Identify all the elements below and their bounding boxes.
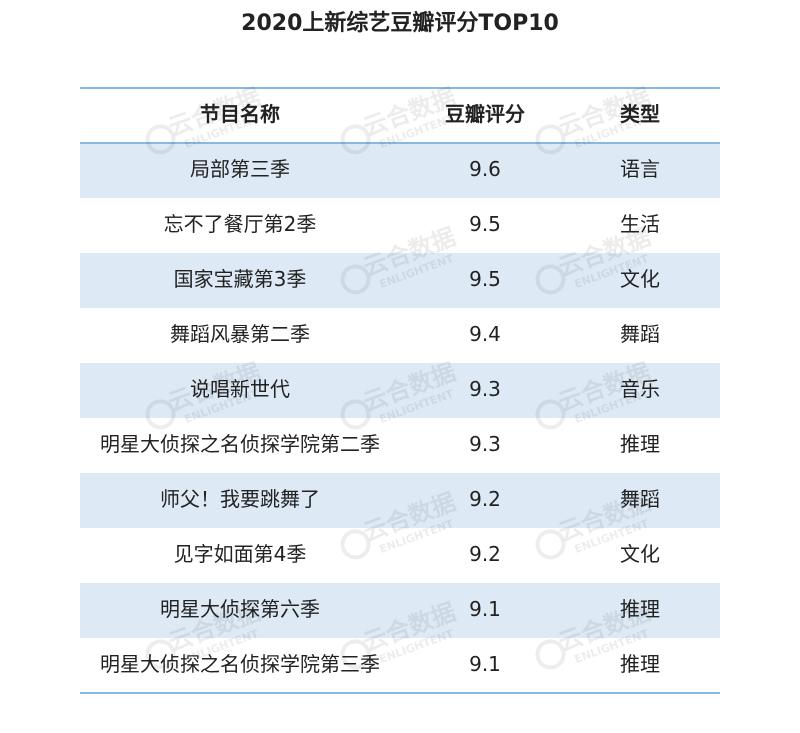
- watermark-logo: [340, 529, 371, 560]
- cell: 音乐: [620, 377, 660, 401]
- header-cell: 豆瓣评分: [445, 102, 525, 126]
- cell: 舞蹈风暴第二季: [170, 322, 310, 346]
- cell: 9.3: [469, 432, 501, 456]
- watermark-logo: [535, 399, 566, 430]
- row-band: [80, 143, 720, 198]
- cell: 舞蹈: [620, 322, 660, 346]
- watermark-logo: [340, 399, 371, 430]
- cell: 推理: [620, 597, 660, 621]
- cell: 师父！我要跳舞了: [160, 487, 320, 511]
- row-band: [80, 363, 720, 418]
- row-band: [80, 583, 720, 638]
- cell: 说唱新世代: [190, 377, 290, 401]
- watermark-logo: [535, 264, 566, 295]
- header-cell: 类型: [620, 102, 660, 126]
- watermark-logo: [340, 124, 371, 155]
- watermark-logo: [535, 639, 566, 670]
- cell: 9.5: [469, 267, 501, 291]
- cell: 舞蹈: [620, 487, 660, 511]
- header-cell: 节目名称: [200, 102, 280, 126]
- cell: 9.4: [469, 322, 501, 346]
- cell: 明星大侦探之名侦探学院第三季: [100, 652, 380, 676]
- cell: 忘不了餐厅第2季: [164, 212, 317, 236]
- cell: 文化: [620, 542, 660, 566]
- watermark-logo: [340, 264, 371, 295]
- cell: 推理: [620, 432, 660, 456]
- cell: 明星大侦探第六季: [160, 597, 320, 621]
- watermark-logo: [145, 399, 176, 430]
- cell: 9.6: [469, 157, 501, 181]
- cell: 9.3: [469, 377, 501, 401]
- watermark-logo: [145, 124, 176, 155]
- cell: 9.1: [469, 597, 501, 621]
- cell: 文化: [620, 267, 660, 291]
- cell: 国家宝藏第3季: [174, 267, 307, 291]
- cell: 明星大侦探之名侦探学院第二季: [100, 432, 380, 456]
- cell: 推理: [620, 652, 660, 676]
- row-band: [80, 473, 720, 528]
- row-band: [80, 253, 720, 308]
- title: 2020上新综艺豆瓣评分TOP10: [241, 10, 559, 36]
- cell: 局部第三季: [190, 157, 290, 181]
- watermark-logo: [535, 529, 566, 560]
- cell: 语言: [620, 157, 660, 181]
- watermark-logo: [340, 639, 371, 670]
- watermark-logo: [535, 124, 566, 155]
- cell: 9.2: [469, 542, 501, 566]
- cell: 见字如面第4季: [174, 542, 307, 566]
- cell: 9.2: [469, 487, 501, 511]
- cell: 生活: [620, 212, 660, 236]
- cell: 9.1: [469, 652, 501, 676]
- cell: 9.5: [469, 212, 501, 236]
- watermark-logo: [145, 639, 176, 670]
